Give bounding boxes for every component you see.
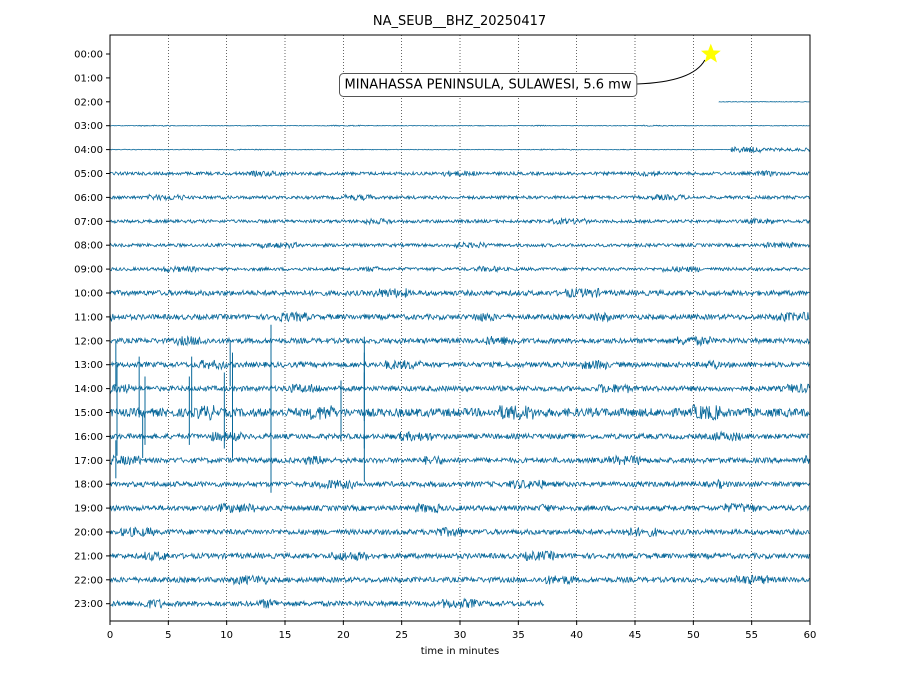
spikes: [115, 324, 365, 493]
y-tick-label: 22:00: [74, 575, 103, 586]
x-tick-label: 5: [165, 630, 171, 641]
y-tick-label: 20:00: [74, 528, 103, 539]
y-tick-label: 12:00: [74, 336, 103, 347]
trace-line: [718, 101, 810, 103]
x-tick-label: 0: [107, 630, 113, 641]
y-tick-label: 13:00: [74, 360, 103, 371]
trace-line: [109, 383, 810, 395]
trace-line: [109, 454, 810, 466]
x-tick-label: 15: [279, 630, 292, 641]
x-tick-label: 35: [512, 630, 525, 641]
trace-line: [109, 287, 810, 299]
trace-line: [109, 478, 810, 491]
trace-line: [109, 241, 810, 250]
x-tick-label: 50: [687, 630, 700, 641]
trace-line: [109, 264, 810, 274]
y-tick-label: 14:00: [74, 384, 103, 395]
y-tick-label: 01:00: [74, 73, 103, 84]
trace-line: [109, 597, 545, 610]
x-tick-label: 25: [395, 630, 408, 641]
y-tick-label: 03:00: [74, 121, 103, 132]
x-tick-label: 10: [220, 630, 233, 641]
y-tick-label: 19:00: [74, 504, 103, 515]
y-tick-label: 15:00: [74, 408, 103, 419]
trace-line: [109, 170, 810, 178]
event-annotation: MINAHASSA PENINSULA, SULAWESI, 5.6 mw: [339, 43, 721, 97]
y-tick-label: 04:00: [74, 145, 103, 156]
x-tick-label: 40: [570, 630, 583, 641]
trace-line: [109, 335, 810, 347]
trace-line: [109, 359, 810, 371]
y-tick-label: 09:00: [74, 265, 103, 276]
y-tick-label: 10:00: [74, 289, 103, 300]
y-tick-label: 05:00: [74, 169, 103, 180]
x-tick-label: 60: [804, 630, 817, 641]
trace-line: [109, 574, 810, 586]
trace-line: [730, 146, 811, 154]
trace-line: [109, 311, 810, 323]
y-tick-label: 08:00: [74, 241, 103, 252]
trace-line: [109, 502, 810, 514]
trace-line: [109, 148, 731, 151]
y-tick-label: 21:00: [74, 551, 103, 562]
event-label: MINAHASSA PENINSULA, SULAWESI, 5.6 mw: [345, 78, 632, 93]
y-tick-label: 17:00: [74, 456, 103, 467]
y-tick-label: 07:00: [74, 217, 103, 228]
trace-line: [109, 217, 810, 226]
y-tick-label: 23:00: [74, 599, 103, 610]
x-axis-label: time in minutes: [421, 646, 500, 657]
y-tick-label: 18:00: [74, 480, 103, 491]
trace-line: [109, 404, 810, 421]
y-tick-label: 16:00: [74, 432, 103, 443]
trace-line: [109, 430, 810, 442]
y-tick-label: 06:00: [74, 193, 103, 204]
y-tick-label: 02:00: [74, 97, 103, 108]
x-tick-label: 45: [629, 630, 642, 641]
y-tick-label: 00:00: [74, 50, 103, 61]
x-tick-label: 20: [337, 630, 350, 641]
y-axis: 00:00 01:00 02:00 03:00 04:00 05:00 06:00 07:00…: [74, 50, 110, 610]
event-star-marker: [700, 43, 721, 63]
x-tick-label: 55: [745, 630, 758, 641]
trace-line: [109, 549, 810, 562]
trace-line: [109, 526, 810, 538]
x-tick-label: 30: [454, 630, 467, 641]
event-arrow: [636, 59, 706, 85]
trace-line: [109, 124, 810, 127]
y-tick-label: 11:00: [74, 312, 103, 323]
trace-line: [109, 193, 810, 202]
chart-title: NA_SEUB__BHZ_20250417: [373, 14, 546, 29]
x-axis: 0 5 10 15 20 25 30 35 40 45 50 55 60: [107, 621, 817, 641]
traces: [109, 101, 811, 610]
event-label-box: [339, 73, 638, 97]
